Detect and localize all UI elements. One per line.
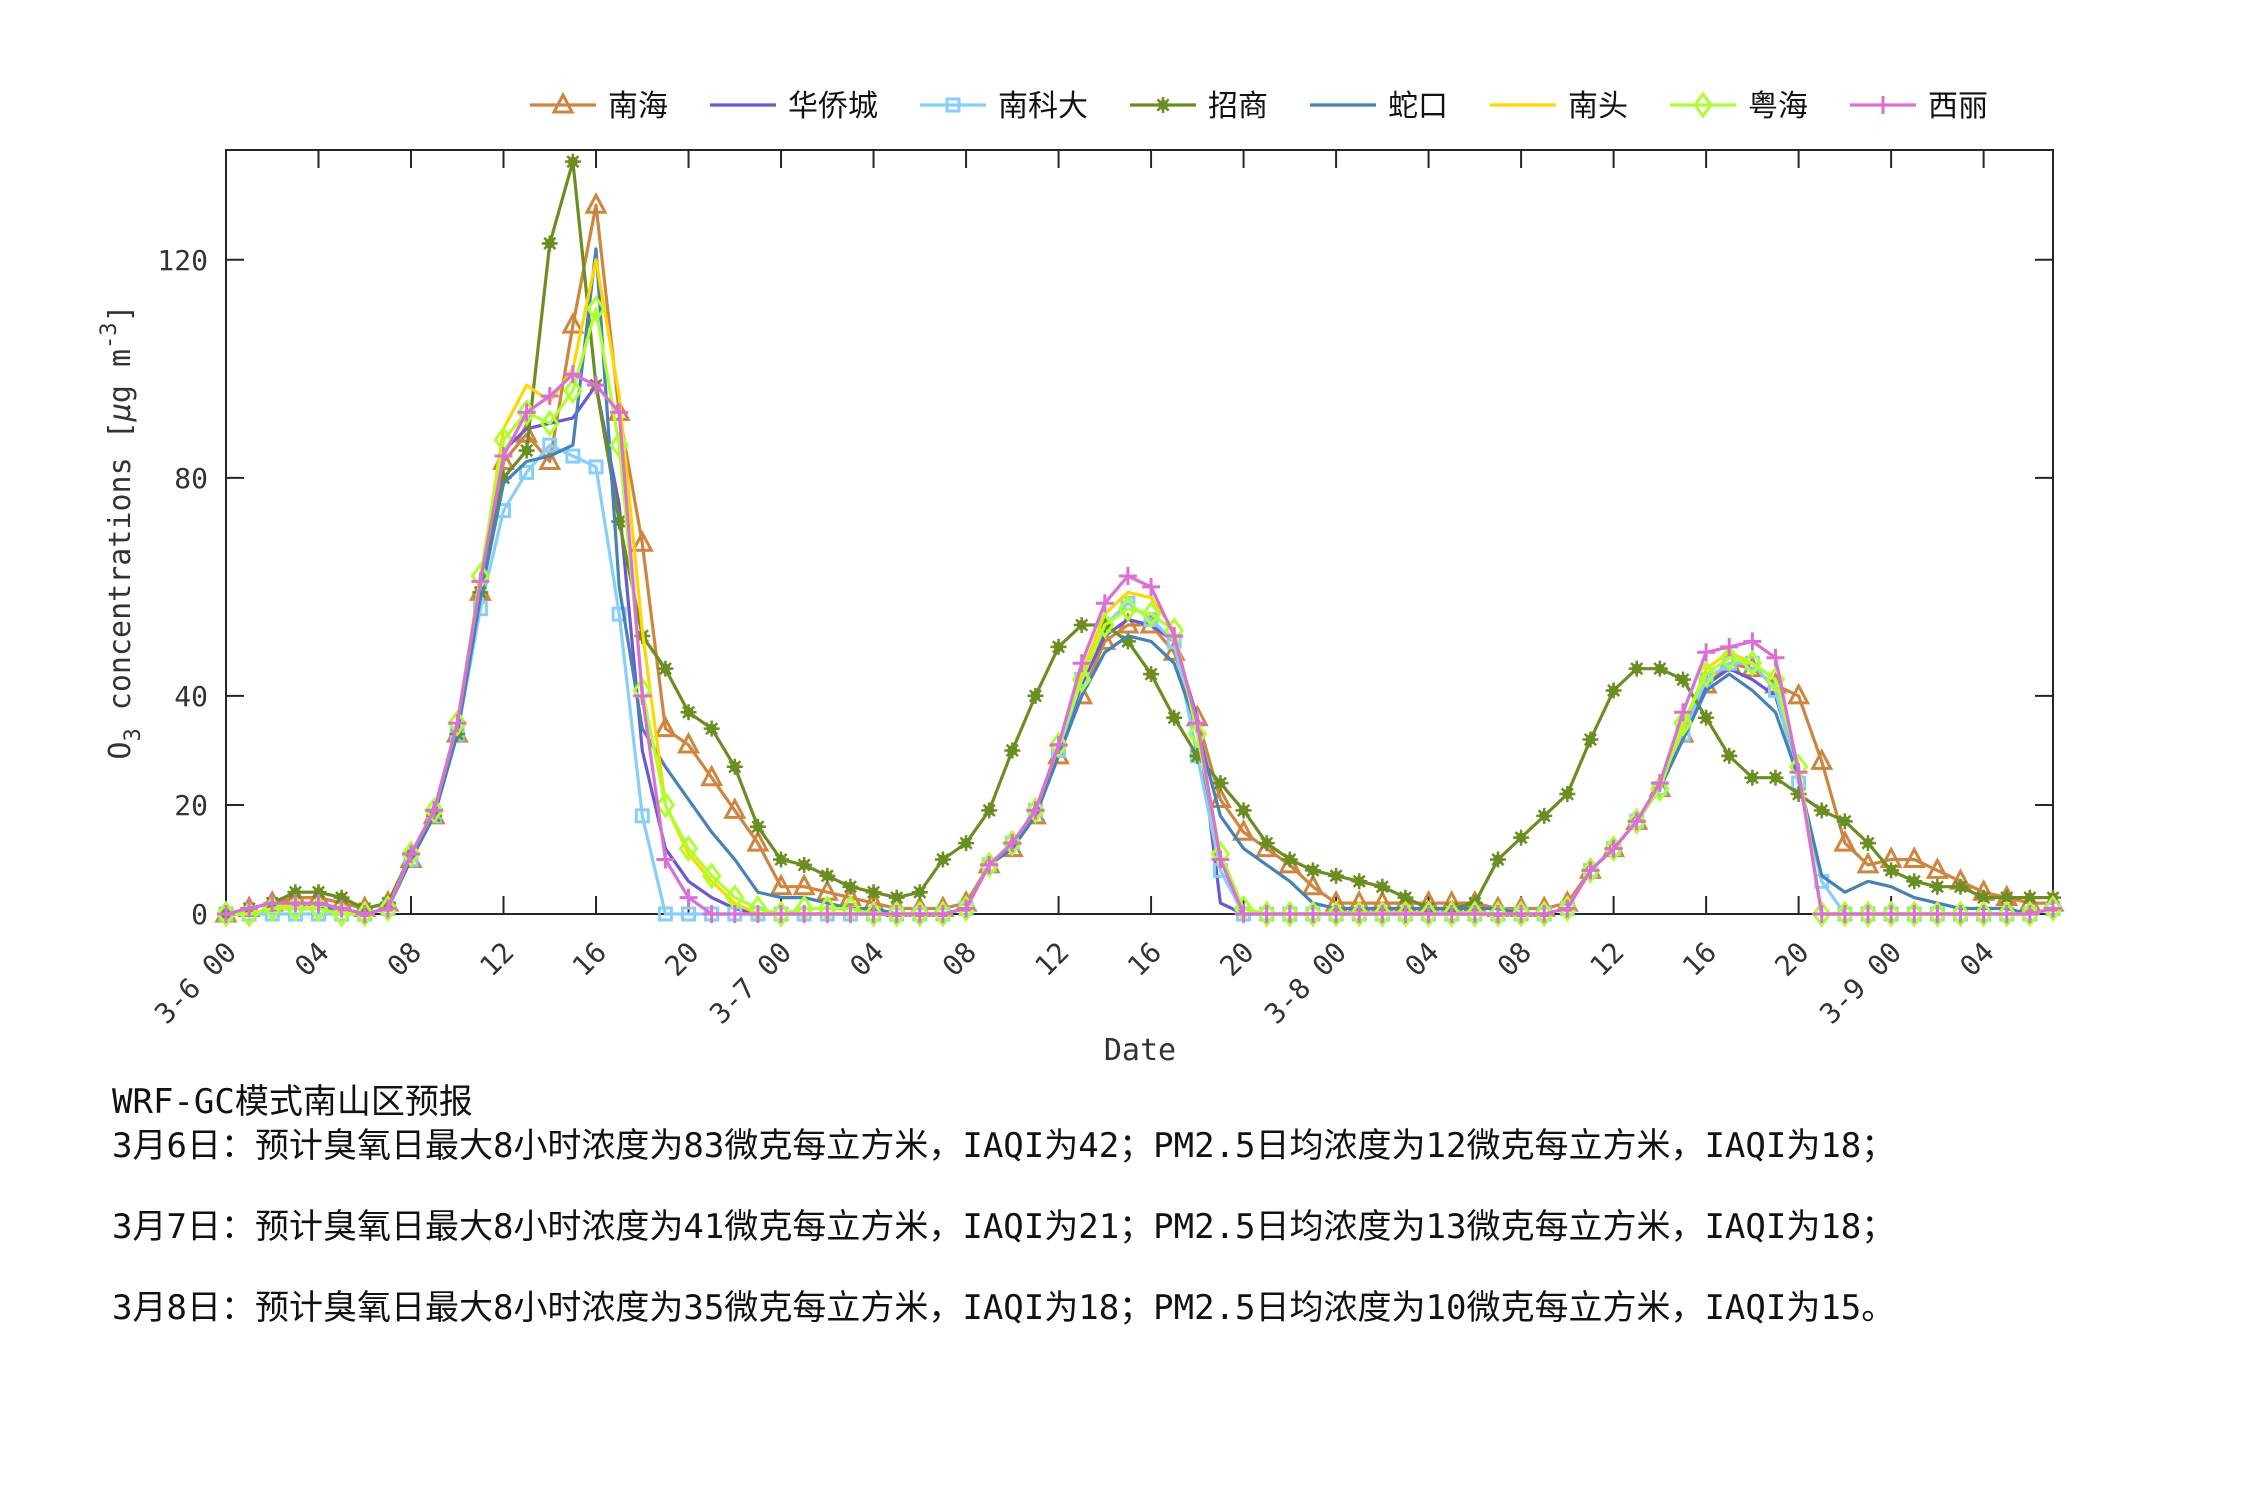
legend-item-4: 招商 (1130, 89, 1268, 124)
x-tick-label: 3-9 00 (1813, 936, 1908, 1031)
x-tick-label: 12 (1028, 936, 1075, 983)
y-tick-label: 120 (157, 244, 208, 277)
x-tick-label: 20 (1213, 936, 1260, 983)
legend-item-2: 华侨城 (710, 89, 878, 124)
chart-legend: 南海 华侨城 南科大 招商 蛇口 南头 粤海 西丽 (530, 89, 1988, 124)
x-tick-label: 08 (1491, 936, 1538, 983)
forecast-day-2: 3月7日：预计臭氧日最大8小时浓度为41微克每立方米，IAQI为21；PM2.5… (112, 1207, 1896, 1247)
series-5 (226, 247, 2054, 916)
x-tick-label: 16 (566, 936, 613, 983)
legend-label: 西丽 (1928, 89, 1988, 124)
x-tick-label: 16 (1121, 936, 1168, 983)
y-tick-label: 20 (174, 789, 208, 822)
x-tick-label: 12 (1583, 936, 1630, 983)
forecast-day-3: 3月8日：预计臭氧日最大8小时浓度为35微克每立方米，IAQI为18；PM2.5… (112, 1288, 1896, 1328)
x-axis-label: Date (1104, 1033, 1176, 1068)
y-axis: 0 20 40 80 120 (157, 244, 2053, 931)
series-4 (218, 153, 2061, 922)
x-tick-label: 04 (1398, 936, 1445, 983)
legend-label: 蛇口 (1388, 89, 1448, 124)
x-tick-label: 16 (1676, 936, 1723, 983)
y-tick-label: 0 (191, 898, 208, 931)
x-tick-label: 3-8 00 (1258, 936, 1353, 1031)
x-tick-label: 20 (658, 936, 705, 983)
forecast-title: WRF-GC模式南山区预报 (112, 1082, 473, 1122)
svg-text:O3 concentrations [μg m-3]: O3 concentrations [μg m-3] (97, 304, 146, 759)
forecast-text-block: WRF-GC模式南山区预报 3月6日：预计臭氧日最大8小时浓度为83微克每立方米… (112, 1082, 1895, 1369)
y-tick-label: 80 (174, 462, 208, 495)
series-6 (226, 258, 2054, 916)
x-axis: 3-6 00 04 08 12 16 203-7 00 04 08 12 16 203-8 00 04… (148, 150, 2001, 1031)
legend-label: 粤海 (1748, 89, 1808, 124)
forecast-day-1: 3月6日：预计臭氧日最大8小时浓度为83微克每立方米，IAQI为42；PM2.5… (112, 1126, 1896, 1166)
legend-label: 招商 (1208, 89, 1268, 124)
x-tick-label: 04 (843, 936, 890, 983)
x-tick-label: 20 (1768, 936, 1815, 983)
y-axis-label: O3 concentrations [μg m-3] (97, 304, 146, 759)
plot-area (225, 149, 2054, 915)
x-tick-label: 04 (288, 936, 335, 983)
x-tick-label: 08 (381, 936, 428, 983)
x-tick-label: 04 (1953, 936, 2000, 983)
x-tick-label: 3-6 00 (148, 936, 243, 1031)
legend-item-1: 南海 (530, 89, 668, 124)
legend-item-6: 南头 (1490, 89, 1628, 124)
legend-label: 华侨城 (788, 89, 878, 124)
x-tick-label: 08 (936, 936, 983, 983)
x-tick-label: 3-7 00 (703, 936, 798, 1031)
legend-item-8: 西丽 (1850, 89, 1988, 124)
y-tick-label: 40 (174, 680, 208, 713)
series-7 (216, 295, 2063, 928)
legend-label: 南海 (608, 89, 668, 124)
legend-item-7: 粤海 (1670, 89, 1808, 124)
legend-item-3: 南科大 (920, 89, 1088, 124)
o3-line-chart: 南海 华侨城 南科大 招商 蛇口 南头 粤海 西丽 0 20 40 80 120 3-6 00 04 08… (97, 89, 2065, 1068)
legend-label: 南头 (1568, 89, 1628, 124)
x-tick-label: 12 (473, 936, 520, 983)
legend-label: 南科大 (998, 89, 1088, 124)
legend-item-5: 蛇口 (1310, 89, 1448, 124)
series-8 (217, 365, 2062, 923)
series-layer (214, 153, 2065, 928)
